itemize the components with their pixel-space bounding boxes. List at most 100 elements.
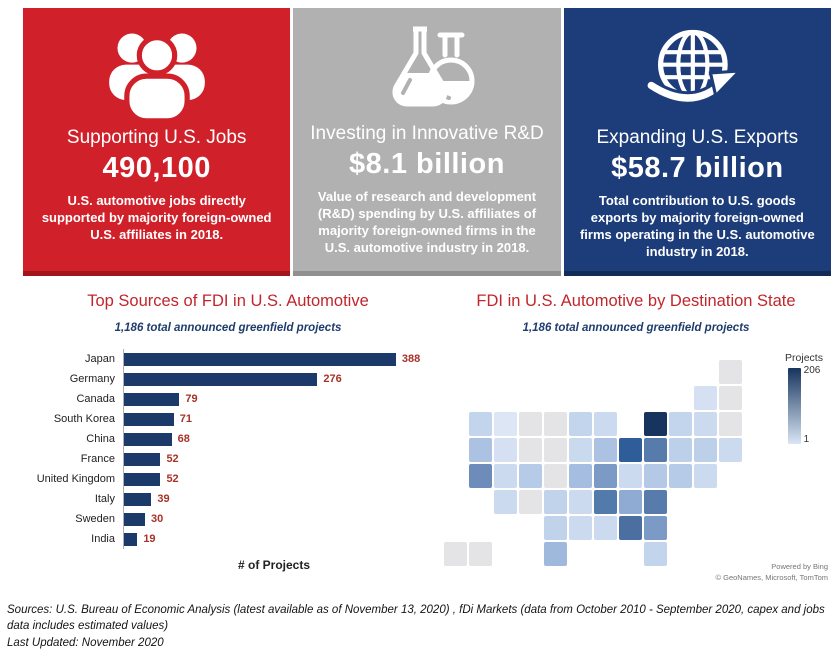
bar-row: China 68 [23, 429, 433, 449]
state-NM[interactable] [519, 490, 542, 514]
panel-title: Supporting U.S. Jobs [66, 127, 247, 148]
state-WI[interactable] [594, 412, 617, 436]
bar[interactable] [124, 472, 161, 486]
bar[interactable] [124, 432, 172, 446]
state-NC[interactable] [619, 490, 642, 514]
stat-card-jobs: Supporting U.S. Jobs 490,100 U.S. automo… [23, 8, 291, 276]
bar[interactable] [124, 512, 146, 526]
state-WY[interactable] [519, 438, 542, 462]
state-NV[interactable] [494, 438, 517, 462]
panel-title: Expanding U.S. Exports [596, 127, 799, 148]
map-area: Projects 206 1 Powered by Bing © GeoName… [440, 346, 832, 590]
state-WA[interactable] [469, 412, 492, 436]
bar[interactable] [124, 532, 138, 546]
state-CO[interactable] [519, 464, 542, 488]
state-DE[interactable] [694, 464, 717, 488]
choropleth-map[interactable] [444, 360, 746, 570]
state-IA[interactable] [569, 438, 592, 462]
lab-flasks-icon [392, 26, 475, 107]
state-KS[interactable] [544, 490, 567, 514]
state-MI[interactable] [644, 412, 667, 436]
state-MD[interactable] [669, 464, 692, 488]
legend-title: Projects [785, 352, 823, 364]
bar-value-label: 79 [185, 393, 198, 405]
state-IL[interactable] [594, 438, 617, 462]
bar[interactable] [124, 412, 174, 426]
state-KY[interactable] [594, 464, 617, 488]
state-ND[interactable] [544, 412, 567, 436]
bar-chart-subtitle: 1,186 total announced greenfield project… [114, 322, 342, 334]
state-GA[interactable] [644, 516, 667, 540]
bar-row: United Kingdom 52 [23, 469, 433, 489]
bar-track: 71 [123, 409, 433, 429]
state-MN[interactable] [569, 412, 592, 436]
sources-line: Sources: U.S. Bureau of Economic Analysi… [7, 604, 825, 633]
last-updated-line: Last Updated: November 2020 [7, 636, 164, 649]
state-WV[interactable] [619, 464, 642, 488]
map-subtitle: 1,186 total announced greenfield project… [522, 322, 750, 334]
state-AK[interactable] [444, 542, 467, 566]
state-SC[interactable] [644, 490, 667, 514]
bar-value-label: 71 [179, 413, 192, 425]
kpi-panel-row: Supporting U.S. Jobs 490,100 U.S. automo… [23, 8, 831, 276]
state-OR[interactable] [469, 438, 492, 462]
bar-value-label: 52 [166, 473, 179, 485]
panel-value: 490,100 [102, 152, 211, 184]
bar[interactable] [124, 392, 180, 406]
state-HI[interactable] [469, 542, 492, 566]
legend-max-label: 206 [803, 365, 821, 376]
bar-category-label: France [80, 453, 115, 465]
bar-chart-title: Top Sources of FDI in U.S. Automotive [87, 292, 369, 310]
state-OK[interactable] [544, 516, 567, 540]
bar-track: 276 [123, 369, 433, 389]
state-CT[interactable] [719, 438, 742, 462]
bar-track: 52 [123, 469, 433, 489]
panel-value: $8.1 billion [349, 148, 505, 180]
state-NY[interactable] [669, 412, 692, 436]
bar-value-label: 68 [177, 433, 190, 445]
state-OH[interactable] [644, 438, 667, 462]
state-PA[interactable] [669, 438, 692, 462]
state-CA[interactable] [469, 464, 492, 488]
state-SD[interactable] [544, 438, 567, 462]
panel-title: Investing in Innovative R&D [310, 123, 544, 144]
bar-row: France 52 [23, 449, 433, 469]
state-MT[interactable] [519, 412, 542, 436]
state-MS[interactable] [594, 516, 617, 540]
state-LA[interactable] [569, 516, 592, 540]
state-AL[interactable] [619, 516, 642, 540]
bar-row: India 19 [23, 529, 433, 549]
bar-category-label: United Kingdom [36, 473, 115, 485]
legend-min-label: 1 [803, 434, 810, 445]
state-MO[interactable] [569, 464, 592, 488]
panel-description: Total contribution to U.S. goods exports… [579, 193, 815, 260]
state-NJ[interactable] [694, 438, 717, 462]
state-IN[interactable] [619, 438, 642, 462]
state-MA[interactable] [694, 412, 717, 436]
state-FL[interactable] [644, 542, 667, 566]
state-AR[interactable] [569, 490, 592, 514]
stat-card-rd: Investing in Innovative R&D $8.1 billion… [293, 8, 561, 276]
state-NH[interactable] [719, 386, 742, 410]
bar[interactable] [124, 372, 318, 386]
bar[interactable] [124, 352, 396, 366]
bar-track: 52 [123, 449, 433, 469]
state-AZ[interactable] [494, 490, 517, 514]
bar[interactable] [124, 452, 161, 466]
state-NE[interactable] [544, 464, 567, 488]
bar-track: 68 [123, 429, 433, 449]
state-ME[interactable] [719, 360, 742, 384]
state-TX[interactable] [544, 542, 567, 566]
state-VT[interactable] [694, 386, 717, 410]
bar-value-label: 276 [323, 373, 342, 385]
bar-value-label: 39 [157, 493, 170, 505]
bar-track: 30 [123, 509, 433, 529]
powered-by-bing-label: Powered by Bing [771, 561, 828, 571]
state-ID[interactable] [494, 412, 517, 436]
state-VA[interactable] [644, 464, 667, 488]
state-UT[interactable] [494, 464, 517, 488]
state-RI[interactable] [719, 412, 742, 436]
bar[interactable] [124, 492, 152, 506]
bar-category-label: Japan [85, 353, 115, 365]
state-TN[interactable] [594, 490, 617, 514]
